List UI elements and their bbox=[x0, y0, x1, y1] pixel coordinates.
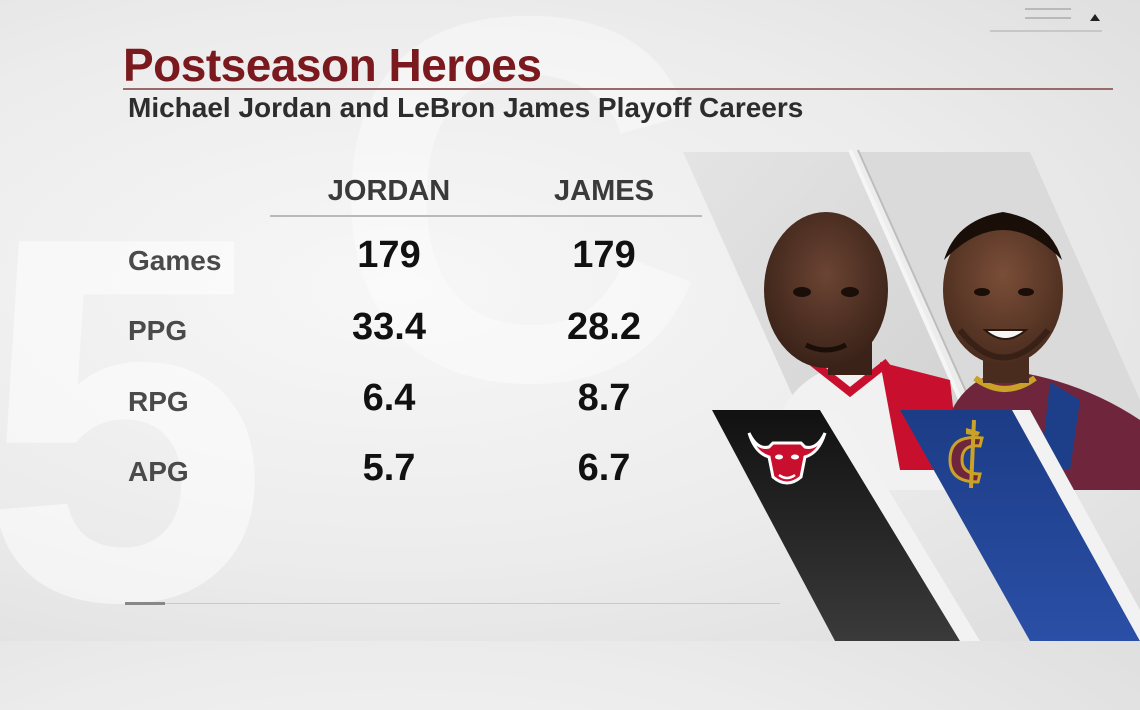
cell-james-ppg: 28.2 bbox=[567, 306, 641, 348]
title-divider bbox=[123, 88, 1113, 90]
cell-jordan-ppg: 33.4 bbox=[352, 306, 426, 348]
cell-jordan-games: 179 bbox=[357, 234, 421, 276]
cell-james-rpg: 8.7 bbox=[577, 377, 631, 419]
player-panels bbox=[683, 149, 1140, 641]
menu-icon[interactable] bbox=[1025, 8, 1071, 24]
page-subtitle: Michael Jordan and LeBron James Playoff … bbox=[128, 92, 804, 123]
row-label-apg: APG bbox=[128, 456, 189, 487]
bottom-accent bbox=[125, 602, 165, 605]
cell-james-apg: 6.7 bbox=[577, 447, 631, 489]
top-divider bbox=[990, 30, 1102, 32]
cavs-logo-icon bbox=[948, 419, 984, 489]
bottom-divider bbox=[125, 603, 780, 604]
column-header-jordan: JORDAN bbox=[327, 175, 451, 207]
row-label-ppg: PPG bbox=[128, 315, 188, 346]
caret-up-icon[interactable] bbox=[1090, 14, 1100, 21]
column-header-james: JAMES bbox=[554, 175, 654, 207]
row-label-games: Games bbox=[128, 245, 222, 276]
header-divider bbox=[270, 215, 702, 217]
page-title: Postseason Heroes bbox=[123, 39, 542, 91]
row-label-rpg: RPG bbox=[128, 386, 189, 417]
cell-james-games: 179 bbox=[572, 234, 636, 276]
cell-jordan-apg: 5.7 bbox=[362, 447, 416, 489]
bulls-logo-icon bbox=[747, 432, 827, 485]
cell-jordan-rpg: 6.4 bbox=[362, 377, 416, 419]
